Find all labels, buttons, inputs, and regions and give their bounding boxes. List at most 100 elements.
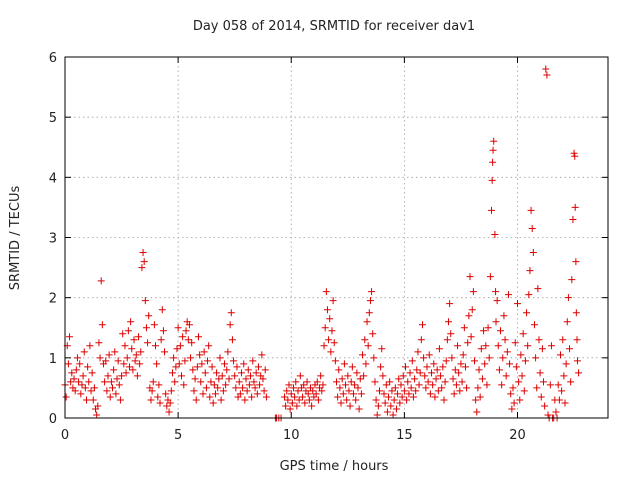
data-point	[355, 405, 363, 413]
data-point	[90, 384, 98, 392]
data-point	[398, 393, 406, 401]
data-point	[305, 396, 313, 404]
data-point	[236, 390, 244, 398]
data-point	[492, 288, 500, 296]
x-tick-label: 5	[174, 428, 182, 443]
data-point	[415, 381, 423, 389]
data-point	[547, 342, 555, 350]
data-point	[194, 333, 202, 341]
data-point	[346, 402, 354, 410]
y-tick-label: 6	[49, 51, 57, 66]
y-tick-label: 2	[49, 292, 57, 307]
data-point	[178, 372, 186, 380]
data-point	[62, 393, 70, 401]
data-point	[223, 366, 231, 374]
data-point	[253, 390, 261, 398]
data-point	[463, 384, 471, 392]
data-point	[174, 324, 182, 332]
data-point	[82, 396, 90, 404]
data-point	[484, 324, 492, 332]
data-point	[409, 393, 417, 401]
data-point	[67, 378, 75, 386]
data-point	[562, 360, 570, 368]
data-point	[162, 390, 170, 398]
data-point	[391, 384, 399, 392]
data-point	[285, 381, 293, 389]
data-point	[147, 396, 155, 404]
data-point	[477, 345, 485, 353]
x-axis-label: GPS time / hours	[280, 459, 389, 474]
data-point	[497, 327, 505, 335]
y-tick-label: 1	[49, 352, 57, 367]
data-point	[352, 396, 360, 404]
data-point	[260, 387, 268, 395]
data-point	[78, 381, 86, 389]
data-point	[428, 369, 436, 377]
data-point	[101, 378, 109, 386]
y-tick-label: 4	[49, 171, 57, 186]
data-point	[137, 348, 145, 356]
data-point	[193, 363, 201, 371]
data-point	[114, 357, 122, 365]
data-point	[506, 360, 514, 368]
data-point	[544, 411, 552, 419]
data-point	[481, 360, 489, 368]
data-point	[370, 354, 378, 362]
data-point	[412, 387, 420, 395]
data-point	[362, 360, 370, 368]
data-point	[395, 375, 403, 383]
data-point	[540, 378, 548, 386]
data-point	[115, 381, 123, 389]
data-point	[518, 372, 526, 380]
data-point	[383, 408, 391, 416]
data-point	[190, 387, 198, 395]
data-point	[509, 384, 517, 392]
data-point	[454, 342, 462, 350]
data-point	[489, 146, 497, 154]
data-point	[465, 312, 473, 320]
data-point	[556, 351, 564, 359]
data-point	[450, 390, 458, 398]
data-point	[189, 366, 197, 374]
data-point	[349, 390, 357, 398]
data-point	[457, 360, 465, 368]
data-point	[107, 378, 115, 386]
data-point	[404, 378, 412, 386]
grid	[65, 57, 608, 418]
data-point	[218, 372, 226, 380]
data-point	[122, 369, 130, 377]
data-point	[573, 357, 581, 365]
data-point	[86, 342, 94, 350]
data-point	[148, 387, 156, 395]
data-point	[261, 366, 269, 374]
data-point	[157, 336, 165, 344]
data-point	[70, 375, 78, 383]
x-tick-label: 20	[509, 428, 526, 443]
data-point	[382, 381, 390, 389]
data-point	[129, 366, 137, 374]
data-point	[519, 330, 527, 338]
data-point	[492, 318, 500, 326]
data-point	[210, 381, 218, 389]
data-point	[140, 258, 148, 266]
data-point	[482, 342, 490, 350]
data-point	[237, 369, 245, 377]
data-point	[200, 348, 208, 356]
data-point	[364, 342, 372, 350]
data-point	[327, 348, 335, 356]
data-point	[439, 363, 447, 371]
data-point	[511, 339, 519, 347]
data-point	[507, 390, 515, 398]
data-point	[425, 351, 433, 359]
data-point	[95, 339, 103, 347]
data-point	[247, 372, 255, 380]
data-points	[61, 65, 583, 422]
data-point	[64, 360, 72, 368]
data-point	[416, 369, 424, 377]
data-point	[262, 393, 270, 401]
data-point	[322, 288, 330, 296]
data-point	[299, 393, 307, 401]
data-point	[313, 378, 321, 386]
data-point	[89, 396, 97, 404]
data-point	[133, 372, 141, 380]
